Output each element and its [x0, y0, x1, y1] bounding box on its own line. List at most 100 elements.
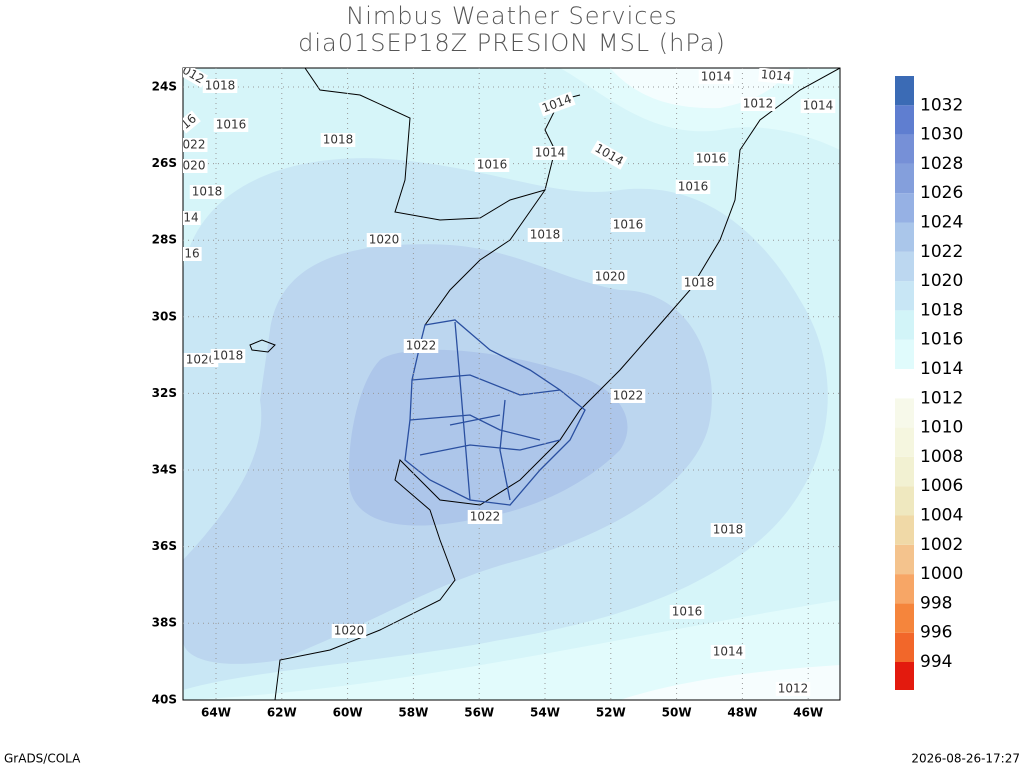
label-bg — [467, 510, 503, 524]
colorbar-box — [895, 281, 914, 311]
contour-label: 14 — [183, 211, 198, 225]
footer-left: GrADS/COLA — [4, 752, 81, 766]
colorbar-box — [895, 574, 914, 604]
contour-label: 1014 — [701, 70, 732, 84]
label-bg — [210, 349, 246, 363]
label-bg — [590, 140, 628, 170]
border-line — [424, 189, 546, 326]
contour-label: 1022 — [613, 389, 644, 403]
colorbar-box — [895, 603, 914, 633]
contour-label: 1014 — [803, 99, 834, 113]
contour-label: 020 — [183, 159, 206, 173]
lon-label: 52W — [596, 706, 626, 720]
map-frame — [182, 67, 841, 701]
department-border — [409, 321, 561, 501]
lat-label: 28S — [152, 233, 177, 247]
title: Nimbus Weather Services — [346, 2, 677, 30]
label-bg — [183, 138, 208, 152]
lat-label: 36S — [152, 539, 177, 553]
contour-label: 1018 — [530, 228, 561, 242]
colorbar-label: 1020 — [920, 271, 963, 291]
lat-label: 30S — [152, 309, 177, 323]
colorbar-box — [895, 456, 914, 487]
label-bg — [710, 645, 746, 659]
contour-label: 1018 — [205, 79, 236, 93]
label-bg — [740, 97, 776, 111]
label-bg — [403, 339, 439, 353]
colorbar-label: 1010 — [920, 418, 963, 438]
colorbar-label: 1024 — [920, 213, 963, 233]
contour-label: 1016 — [678, 180, 709, 194]
lon-label: 64W — [201, 706, 231, 720]
contour-label: 1016 — [613, 218, 644, 232]
label-bg — [183, 353, 219, 367]
label-bg — [532, 146, 568, 160]
colorbar-box — [895, 310, 914, 340]
lon-label: 48W — [727, 706, 757, 720]
island — [249, 339, 276, 353]
map-field — [183, 68, 840, 700]
label-bg — [669, 605, 705, 619]
colorbar-box — [895, 486, 914, 516]
lat-label: 32S — [152, 386, 177, 400]
colorbar-box — [895, 398, 914, 428]
lon-label: 60W — [333, 706, 363, 720]
contour-label: 1018 — [213, 349, 244, 363]
field-1014 — [183, 600, 840, 700]
contour-label: 1014 — [535, 146, 566, 160]
contour-label: 1022 — [406, 339, 437, 353]
colorbar-box — [895, 515, 914, 545]
colorbar-box — [895, 134, 914, 164]
colorbar-label: 1032 — [920, 95, 963, 115]
colorbar-box — [895, 662, 914, 690]
subtitle: dia01SEP18Z PRESION MSL (hPa) — [298, 29, 726, 57]
label-bg — [675, 180, 711, 194]
contour-label: 1018 — [684, 276, 715, 290]
label-bg — [183, 68, 209, 88]
footer-right: 2026-08-26-17:27 — [911, 752, 1020, 766]
contour-label: 1014 — [760, 67, 792, 84]
lon-label: 58W — [398, 706, 428, 720]
colorbar-box — [895, 369, 914, 399]
label-bg — [698, 70, 734, 84]
colorbar-box — [895, 251, 914, 282]
label-bg — [474, 158, 510, 172]
contour-label: 1016 — [477, 158, 508, 172]
colorbar-label: 1006 — [920, 476, 963, 496]
label-bg — [681, 276, 717, 290]
label-bg — [189, 185, 225, 199]
label-bg — [183, 110, 201, 134]
colorbar-label: 1028 — [920, 154, 963, 174]
lat-label: 40S — [152, 692, 177, 706]
lat-label: 34S — [152, 463, 177, 477]
uruguay-border — [404, 319, 586, 506]
contour-label: 1012 — [743, 97, 774, 111]
colorbar-box — [895, 339, 914, 369]
label-bg — [183, 247, 202, 261]
colorbar-box — [895, 222, 914, 252]
colorbar-label: 998 — [920, 593, 952, 613]
label-bg — [592, 270, 628, 284]
lon-label: 46W — [793, 706, 823, 720]
contour-label: 1020 — [369, 233, 400, 247]
colorbar-box — [895, 105, 914, 135]
colorbar-box — [895, 76, 914, 106]
contour-label: 022 — [183, 138, 206, 152]
label-bg — [202, 79, 238, 93]
colorbar-label: 1016 — [920, 330, 963, 350]
colorbar-label: 1030 — [920, 125, 963, 145]
contour-label: 1020 — [595, 270, 626, 284]
contour-label: 1018 — [323, 133, 354, 147]
label-bg — [693, 152, 729, 166]
lat-label: 24S — [152, 80, 177, 94]
contour-label: 1022 — [470, 510, 501, 524]
contour-label: 1016 — [696, 152, 727, 166]
colorbar-box — [895, 163, 914, 194]
contour-label: 1012 — [778, 682, 809, 696]
colorbar-label: 1026 — [920, 183, 963, 203]
colorbar-box — [895, 544, 914, 575]
lon-label: 62W — [267, 706, 297, 720]
colorbar-label: 1022 — [920, 242, 963, 262]
